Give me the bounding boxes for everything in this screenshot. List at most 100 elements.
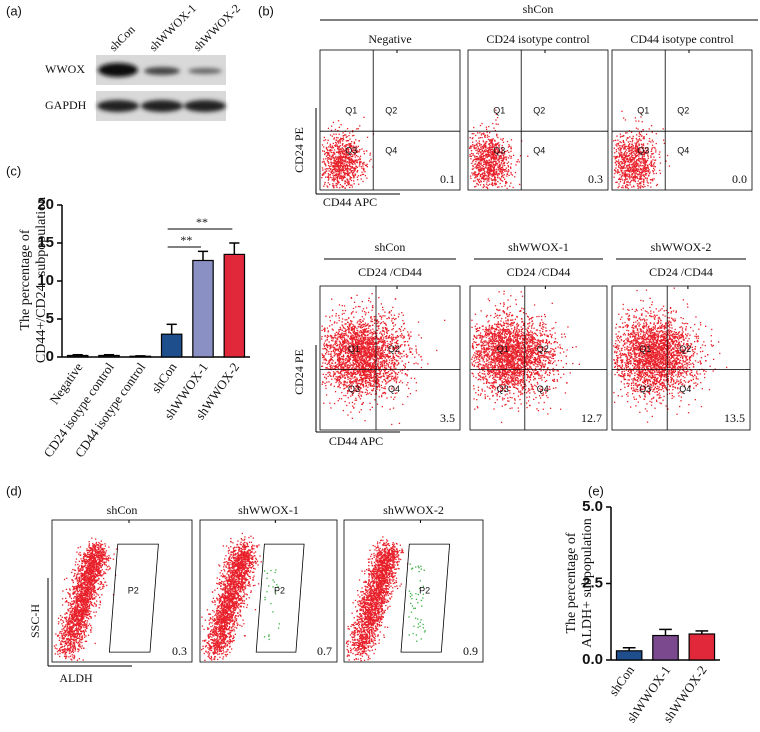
event-dot <box>363 338 365 341</box>
event-dot <box>346 168 348 170</box>
event-dot <box>386 375 388 377</box>
event-dot <box>504 185 506 187</box>
event-dot <box>633 147 635 149</box>
event-dot <box>329 375 332 377</box>
event-dot <box>348 359 350 361</box>
event-dot <box>385 328 388 331</box>
event-dot <box>653 162 656 164</box>
event-dot <box>340 382 342 384</box>
event-dot <box>332 157 334 159</box>
event-dot <box>631 157 634 159</box>
event-dot <box>475 165 477 168</box>
event-dot <box>372 367 375 369</box>
event-dot <box>342 138 344 140</box>
event-dot <box>364 314 367 316</box>
event-dot <box>348 364 350 366</box>
event-dot <box>374 356 377 358</box>
event-dot <box>349 382 352 385</box>
event-dot <box>372 348 374 350</box>
event-dot <box>336 171 338 173</box>
event-dot <box>643 151 645 153</box>
event-dot <box>613 140 615 142</box>
event-dot <box>397 376 399 378</box>
event-dot <box>503 176 505 179</box>
event-dot <box>394 396 396 398</box>
event-dot <box>474 155 476 157</box>
event-dot <box>346 374 348 376</box>
event-dot <box>624 175 627 177</box>
event-dot <box>379 353 381 355</box>
event-dot <box>368 343 370 345</box>
event-dot <box>386 345 388 347</box>
event-dot <box>477 157 480 159</box>
event-dot <box>650 150 652 152</box>
event-dot <box>356 349 358 351</box>
event-dot <box>502 168 504 171</box>
event-dot <box>505 158 507 160</box>
event-dot <box>655 151 657 153</box>
event-dot <box>345 329 347 331</box>
event-dot <box>366 150 368 152</box>
event-dot <box>384 348 387 350</box>
event-dot <box>367 347 369 350</box>
event-dot <box>332 166 334 168</box>
event-dot <box>489 147 491 149</box>
event-dot <box>333 149 336 151</box>
event-dot <box>491 173 494 175</box>
event-dot <box>343 176 345 178</box>
event-dot <box>363 386 365 388</box>
event-dot <box>337 163 339 166</box>
event-dot <box>347 151 350 153</box>
event-dot <box>444 319 446 321</box>
event-dot <box>333 162 336 164</box>
event-dot <box>639 154 641 156</box>
event-dot <box>371 350 373 352</box>
event-dot <box>341 355 343 358</box>
event-dot <box>479 160 482 162</box>
event-dot <box>341 169 343 172</box>
event-dot <box>634 157 636 159</box>
event-dot <box>403 341 405 343</box>
event-dot <box>350 354 352 357</box>
event-dot <box>481 177 484 180</box>
event-dot <box>647 151 649 153</box>
event-dot <box>353 357 355 359</box>
event-dot <box>618 165 620 167</box>
event-dot <box>351 186 353 188</box>
event-dot <box>630 155 633 158</box>
event-dot <box>483 184 485 186</box>
event-dot <box>473 146 475 148</box>
event-dot <box>487 151 490 153</box>
event-dot <box>506 175 508 177</box>
event-dot <box>631 143 633 145</box>
event-dot <box>328 351 330 353</box>
event-dot <box>343 345 345 347</box>
event-dot <box>521 140 523 142</box>
event-dot <box>338 364 340 367</box>
event-dot <box>341 358 343 360</box>
event-dot <box>491 146 493 149</box>
event-dot <box>374 371 376 373</box>
event-dot <box>374 381 377 383</box>
event-dot <box>642 182 645 184</box>
event-dot <box>644 169 646 172</box>
event-dot <box>346 128 349 130</box>
event-dot <box>628 154 631 157</box>
event-dot <box>493 158 495 160</box>
event-dot <box>384 359 386 362</box>
event-dot <box>482 174 485 177</box>
event-dot <box>629 153 631 155</box>
event-dot <box>362 332 364 334</box>
event-dot <box>363 167 365 169</box>
event-dot <box>415 382 417 384</box>
event-dot <box>341 337 343 339</box>
event-dot <box>470 158 472 160</box>
event-dot <box>381 333 383 335</box>
event-dot <box>388 336 390 338</box>
event-dot <box>339 364 341 367</box>
event-dot <box>487 166 490 169</box>
event-dot <box>395 359 397 361</box>
event-dot <box>342 327 345 329</box>
event-dot <box>336 377 338 379</box>
event-dot <box>373 337 375 339</box>
